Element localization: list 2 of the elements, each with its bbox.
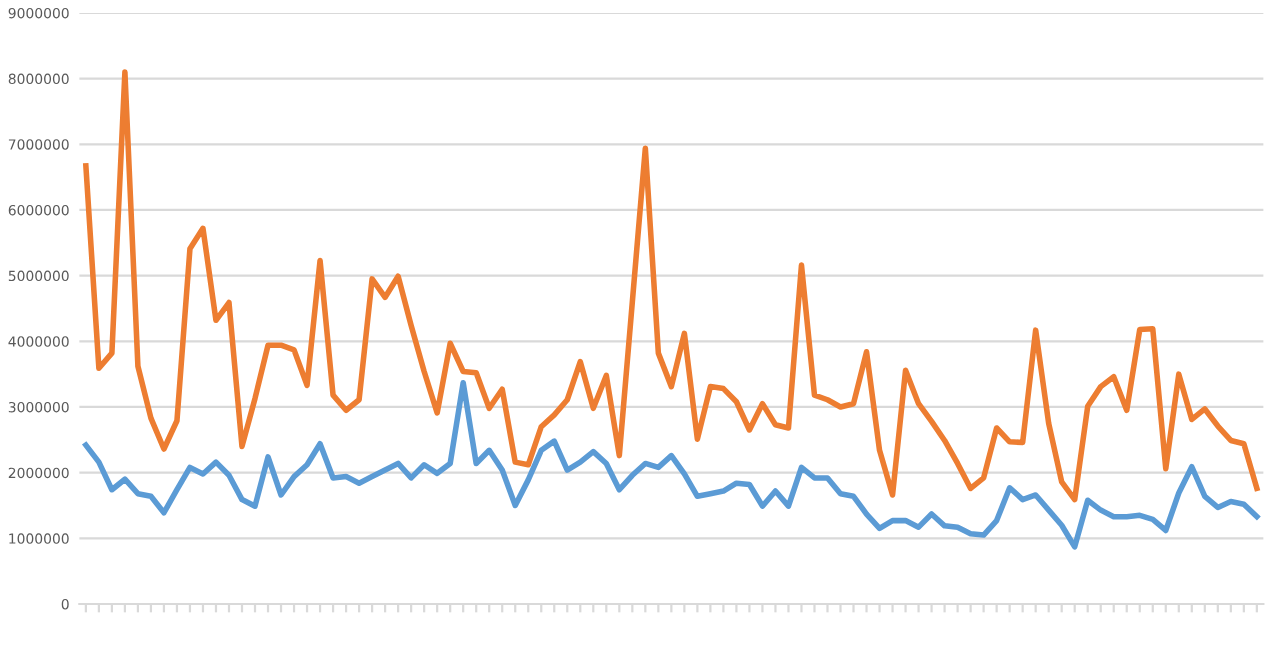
line-series (83, 69, 1260, 503)
line-series (83, 379, 1260, 550)
